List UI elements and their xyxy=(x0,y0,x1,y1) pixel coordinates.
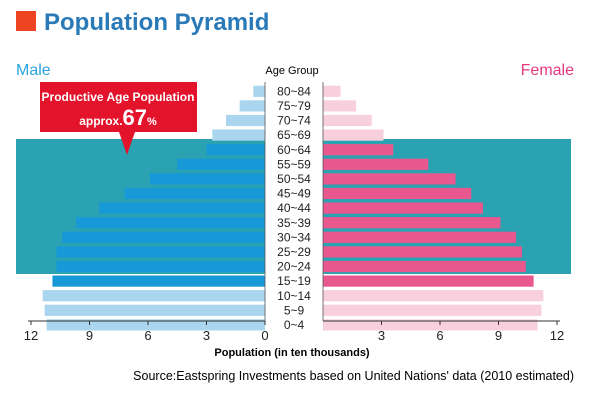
female-bar xyxy=(323,129,384,141)
age-label: 30~34 xyxy=(277,230,311,244)
male-bar xyxy=(212,129,265,141)
tick-label: 3 xyxy=(203,328,210,343)
age-label: 15~19 xyxy=(277,274,311,288)
age-label: 55~59 xyxy=(277,157,311,171)
tick-label: 9 xyxy=(86,328,93,343)
age-label: 80~84 xyxy=(277,84,311,98)
age-label: 75~79 xyxy=(277,99,311,113)
female-bar xyxy=(323,231,517,243)
male-bar xyxy=(99,202,265,214)
female-bar xyxy=(323,217,501,229)
female-bar xyxy=(323,202,483,214)
callout-line2: approx.67% xyxy=(79,105,157,130)
age-label: 10~14 xyxy=(277,289,311,303)
female-bar xyxy=(323,158,429,170)
male-bar xyxy=(44,304,266,316)
female-bar xyxy=(323,304,542,316)
female-label: Female xyxy=(521,62,574,79)
tick-label: 3 xyxy=(378,328,385,343)
male-bar xyxy=(177,158,265,170)
age-label: 50~54 xyxy=(277,172,311,186)
male-bar xyxy=(226,114,265,127)
age-label: 45~49 xyxy=(277,187,311,201)
age-label: 65~69 xyxy=(277,128,311,142)
male-bar xyxy=(75,217,265,229)
source-note: Source:Eastspring Investments based on U… xyxy=(133,369,574,383)
age-label: 35~39 xyxy=(277,216,311,230)
male-bar xyxy=(253,85,265,97)
tick-label: 9 xyxy=(495,328,502,343)
tick-label: 6 xyxy=(436,328,443,343)
callout-value: 67 xyxy=(123,105,147,130)
callout-box xyxy=(40,82,197,155)
x-axis-label: Population (in ten thousands) xyxy=(214,347,370,359)
age-label: 70~74 xyxy=(277,114,311,128)
x-axes: 12 9 6 3 0 3 6 9 12 xyxy=(24,82,564,343)
male-bar xyxy=(46,319,265,331)
tick-label: 6 xyxy=(144,328,151,343)
female-bar xyxy=(323,173,456,185)
productive-age-callout: Productive Age Population approx.67% xyxy=(40,82,197,155)
male-bar xyxy=(42,290,266,302)
male-bar xyxy=(56,246,265,258)
age-label: 5~9 xyxy=(284,303,305,317)
female-bar xyxy=(323,85,341,97)
bars-group: 80~8475~7970~7465~6960~6455~5950~5445~49… xyxy=(42,80,544,332)
male-label: Male xyxy=(16,62,51,79)
male-bar xyxy=(206,144,265,156)
female-bar xyxy=(323,187,472,200)
age-label-column xyxy=(265,80,323,320)
age-label: 25~29 xyxy=(277,245,311,259)
callout-line1: Productive Age Population xyxy=(42,90,195,104)
male-bar xyxy=(124,187,265,200)
male-bar xyxy=(52,275,266,287)
title-square-icon xyxy=(16,11,36,31)
age-group-header: Age Group xyxy=(265,65,318,77)
female-bar xyxy=(323,319,538,331)
chart-title: Population Pyramid xyxy=(44,9,269,36)
male-bar xyxy=(56,260,265,273)
female-bar xyxy=(323,275,534,287)
callout-prefix: approx. xyxy=(79,114,122,128)
age-label: 60~64 xyxy=(277,143,311,157)
male-bar xyxy=(149,173,265,185)
male-bar xyxy=(62,231,266,243)
age-label: 40~44 xyxy=(277,201,311,215)
tick-label: 12 xyxy=(550,328,564,343)
female-bar xyxy=(323,100,357,112)
female-bar xyxy=(323,144,394,156)
male-bar xyxy=(239,100,265,112)
tick-label: 12 xyxy=(24,328,38,343)
callout-suffix: % xyxy=(147,116,157,128)
age-label: 20~24 xyxy=(277,260,311,274)
age-label: 0~4 xyxy=(284,318,305,332)
female-bar xyxy=(323,114,372,127)
tick-label: 0 xyxy=(261,328,268,343)
female-bar xyxy=(323,260,526,273)
female-bar xyxy=(323,246,522,258)
female-bar xyxy=(323,290,544,302)
